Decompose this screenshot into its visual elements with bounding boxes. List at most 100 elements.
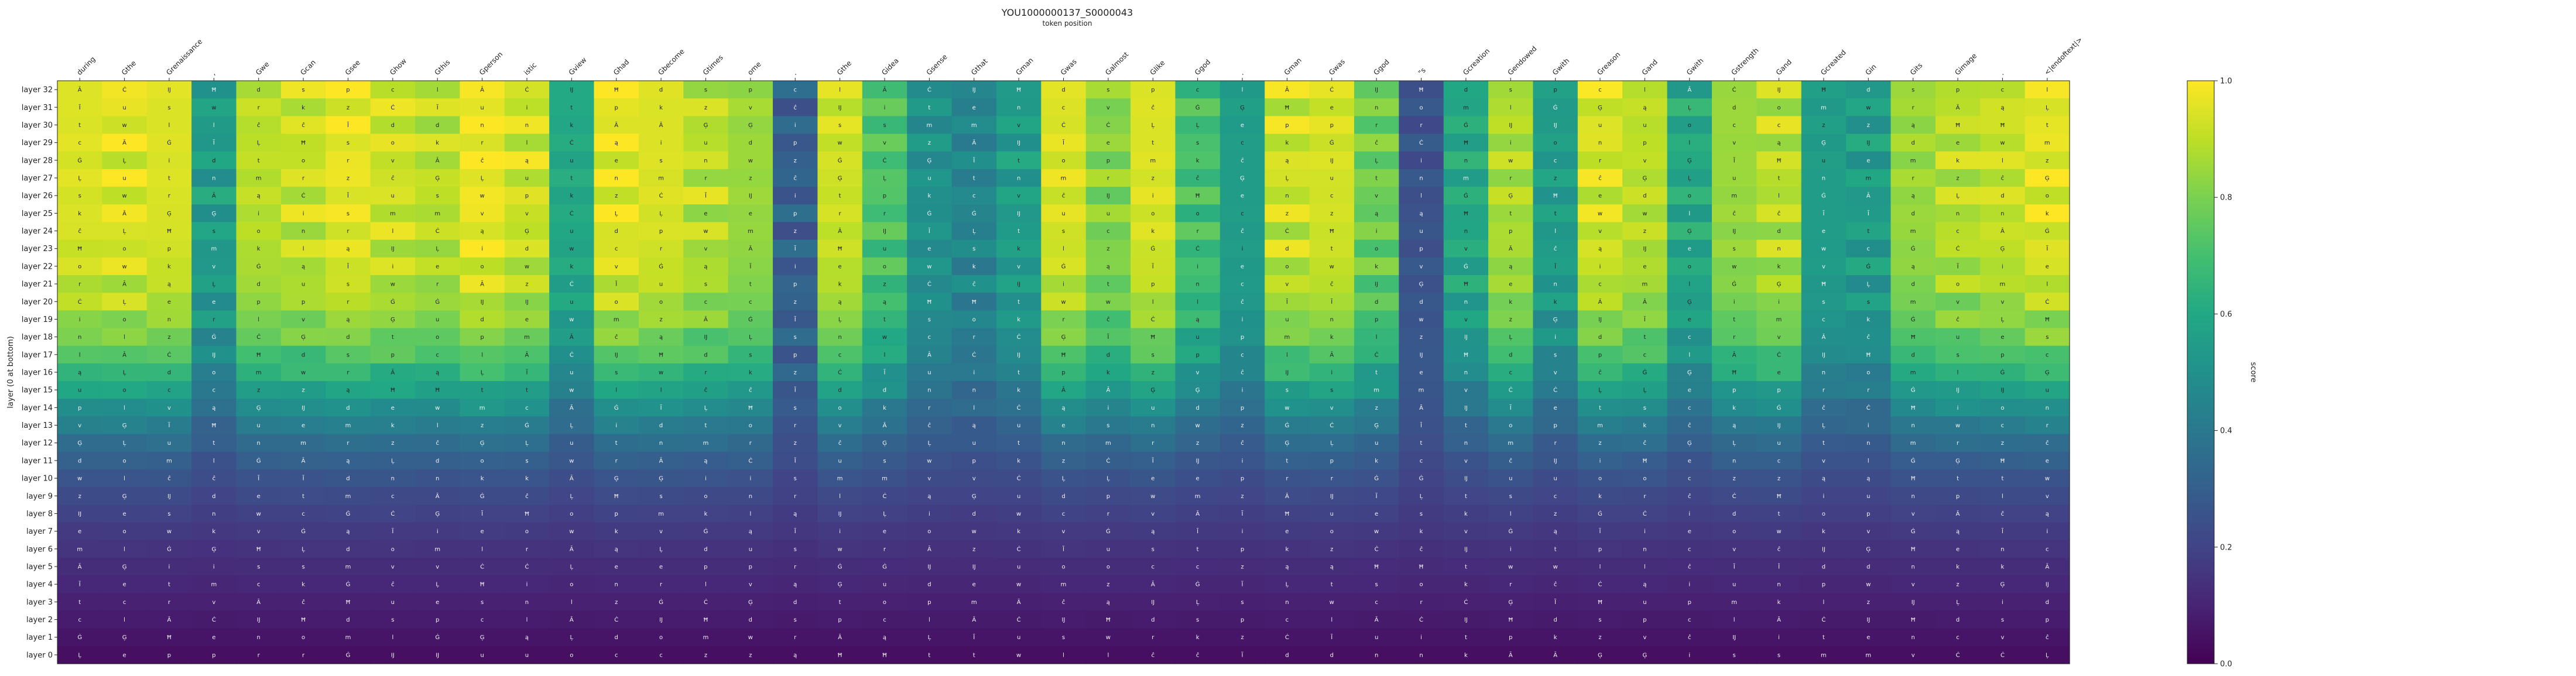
heatmap-cell-label: w [1553, 564, 1558, 571]
heatmap-cell [1399, 169, 1444, 187]
heatmap-cell-label: ą [615, 140, 618, 146]
heatmap-cell-label: e [122, 511, 126, 517]
heatmap-cell-label: e [1285, 529, 1289, 535]
x-tick-label: Gthe [835, 59, 853, 77]
heatmap-cell-label: ą [838, 299, 842, 306]
heatmap-cell [996, 98, 1042, 116]
heatmap-cell-label: t [1733, 317, 1735, 323]
heatmap-cell-label: o [1777, 105, 1780, 111]
heatmap-cell-label: l [437, 423, 439, 429]
heatmap-cell-label: o [302, 157, 305, 164]
heatmap-cell-label: ĉ [1330, 281, 1334, 288]
heatmap-cell-label: e [615, 564, 618, 571]
heatmap-cell-label: Ļ [123, 299, 126, 306]
heatmap-cell-label: v [1375, 193, 1378, 200]
heatmap-cell [728, 169, 773, 187]
heatmap-cell-label: l [1734, 617, 1735, 623]
x-tick-label: "s [1417, 66, 1427, 77]
heatmap-cell-label: Ģ [2000, 582, 2005, 588]
heatmap-cell-label: ą [78, 370, 81, 376]
heatmap-cell-label: u [570, 299, 573, 306]
heatmap-cell-label: t [2046, 122, 2049, 129]
heatmap-cell [1220, 133, 1265, 152]
heatmap-cell-label: m [1150, 157, 1156, 164]
heatmap-cell [460, 169, 505, 187]
heatmap-cell-label: k [212, 529, 215, 535]
heatmap-cell-label: z [615, 193, 618, 200]
heatmap-cell-label: v [972, 476, 976, 482]
heatmap-cell-label: m [2044, 140, 2050, 146]
heatmap-cell-label: w [1106, 634, 1111, 641]
heatmap-cell-label: e [2046, 458, 2049, 464]
heatmap-cell-label: o [838, 405, 842, 411]
heatmap-cell-label: Ĳ [1330, 157, 1334, 164]
heatmap-cell [460, 133, 505, 152]
heatmap-cell-label: c [615, 246, 618, 252]
heatmap-cell [1846, 151, 1892, 170]
heatmap-cell-label: s [391, 617, 394, 623]
y-tick-label: layer 11 [22, 457, 53, 465]
heatmap-cell-label: s [347, 140, 350, 146]
heatmap-cell [1756, 204, 1802, 223]
heatmap-cell-label: d [1956, 617, 1960, 623]
heatmap-cell [862, 169, 907, 187]
heatmap-cell-label: p [1688, 599, 1691, 606]
heatmap-cell-label: Ċ [748, 457, 752, 464]
heatmap-cell-label: k [1554, 299, 1557, 306]
heatmap-cell-label: m [1373, 387, 1379, 394]
heatmap-cell-label: u [1017, 423, 1020, 429]
heatmap-cell [1801, 187, 1847, 205]
heatmap-cell-label: p [1956, 493, 1960, 500]
heatmap-cell-label: Ċ [570, 210, 574, 217]
heatmap-cell [1041, 133, 1087, 152]
heatmap-cell-label: Ĳ [1464, 334, 1468, 341]
heatmap-cell-label: Ā [570, 545, 574, 553]
heatmap-cell-label: Ċ [1106, 457, 1110, 464]
heatmap-cell-label: Ħ [927, 299, 932, 306]
heatmap-cell-label: Ġ [435, 633, 440, 641]
heatmap-cell-label: k [1822, 529, 1825, 535]
heatmap-cell-label: w [748, 634, 753, 641]
heatmap-cell-label: Ĳ [1822, 352, 1825, 358]
heatmap-cell-label: Ā [167, 616, 172, 623]
heatmap-cell-label: i [973, 370, 975, 376]
heatmap-cell-label: Ģ [2000, 246, 2005, 252]
heatmap-cell-label: l [213, 458, 215, 464]
heatmap-cell [951, 81, 997, 99]
heatmap-cell-label: l [705, 582, 707, 588]
heatmap-cell-label: m [1061, 582, 1067, 588]
heatmap-cell-label: Ħ [1910, 476, 1916, 482]
heatmap-cell-label: s [1598, 617, 1601, 623]
heatmap-cell-label: Ġ [927, 210, 931, 217]
heatmap-cell-label: d [615, 634, 618, 641]
colorbar-tick-label: 0.8 [2220, 194, 2232, 203]
heatmap-cell-label: n [302, 228, 305, 235]
heatmap-cell [1175, 98, 1221, 116]
heatmap-cell-label: Ĳ [1151, 599, 1155, 606]
heatmap-cell-label: v [257, 529, 261, 535]
heatmap-cell [1220, 169, 1265, 187]
heatmap-cell-label: s [436, 193, 439, 200]
heatmap-cell [280, 187, 326, 205]
heatmap-cell-label: d [1061, 87, 1065, 94]
heatmap-cell-label: n [1956, 211, 1960, 217]
heatmap-cell-label: Ċ [1732, 86, 1736, 94]
heatmap-cell-label: Ģ [1374, 423, 1379, 429]
heatmap-cell-label: Ħ [1374, 564, 1379, 571]
heatmap-cell-label: p [1598, 546, 1602, 553]
heatmap-cell-label: d [749, 617, 752, 623]
y-tick-label: layer 5 [26, 563, 53, 572]
heatmap-cell-label: p [1643, 617, 1646, 623]
heatmap-cell-label: Ċ [1017, 616, 1021, 623]
heatmap-cell-label: k [1777, 263, 1781, 270]
heatmap-cell-label: k [1285, 546, 1289, 553]
heatmap-cell [1890, 133, 1936, 152]
heatmap-cell [1488, 98, 1534, 116]
heatmap-cell-label: Ħ [882, 652, 887, 658]
heatmap-cell-label: w [1195, 423, 1200, 429]
heatmap-cell [146, 133, 192, 152]
x-tick-label: Gsense [925, 53, 949, 77]
heatmap-cell-label: v [78, 423, 81, 429]
heatmap-cell-label: d [1866, 87, 1870, 94]
heatmap-cell-label: Ā [480, 280, 484, 288]
